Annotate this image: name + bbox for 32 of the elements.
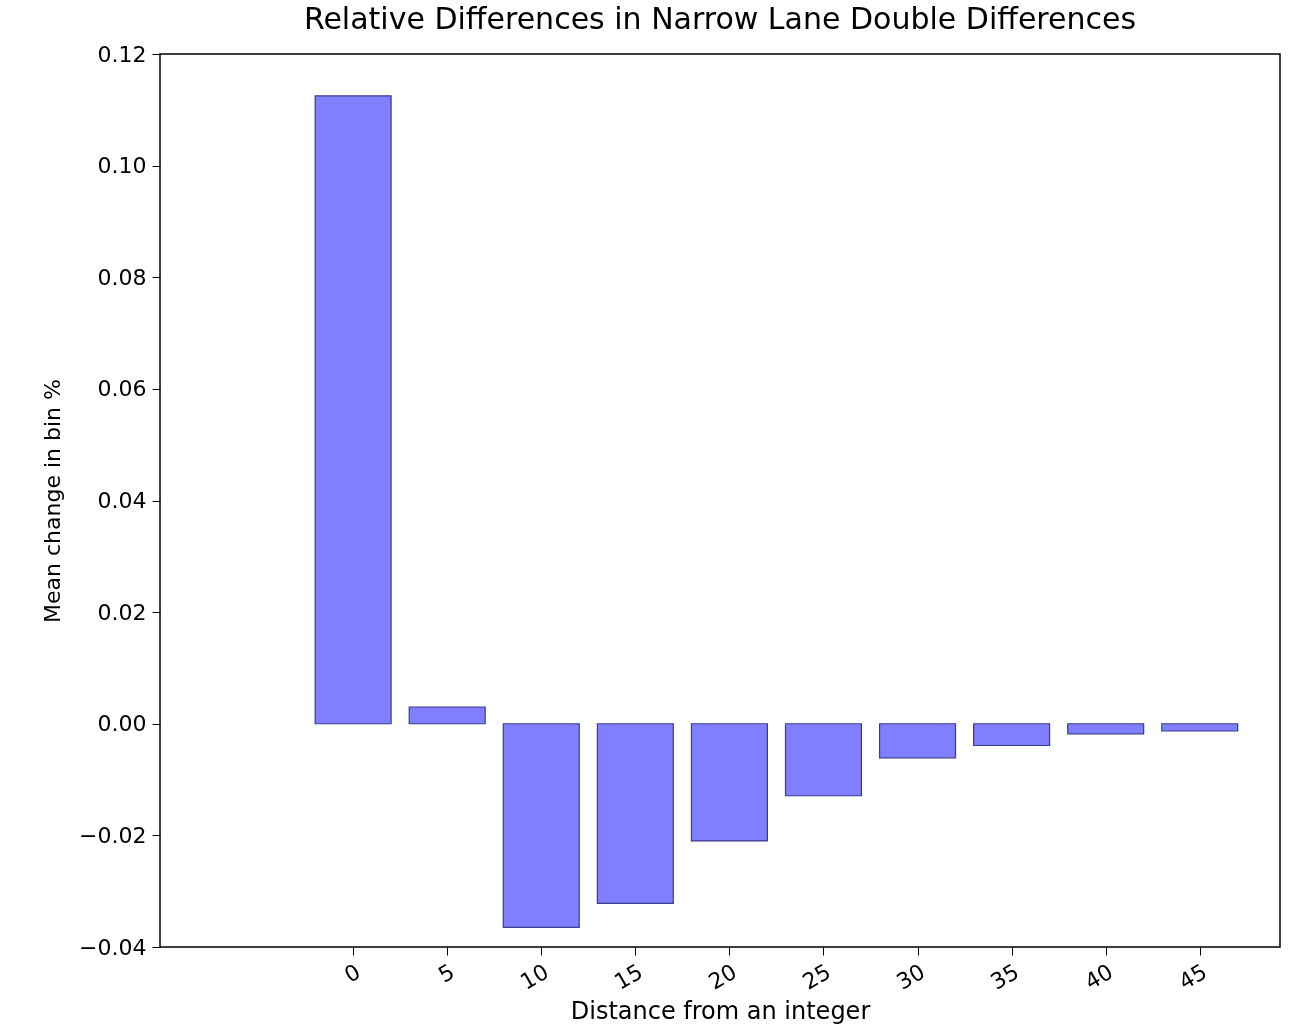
bar: [596, 723, 674, 905]
y-tick-label: 0.00: [97, 711, 147, 737]
y-tick-label: 0.08: [97, 264, 147, 290]
bar: [314, 95, 392, 725]
x-tick-label: 20: [704, 958, 741, 995]
bar: [1067, 723, 1145, 735]
x-tick-label: 25: [798, 958, 835, 995]
bar: [878, 723, 957, 759]
x-tick-label: 30: [892, 958, 930, 995]
bar: [1161, 723, 1239, 732]
bar: [973, 723, 1051, 747]
x-tick-label: 35: [986, 958, 1024, 995]
bar: [690, 723, 768, 842]
bar: [784, 723, 863, 797]
y-tick-label: 0.12: [97, 41, 147, 67]
x-tick-label: 0: [340, 958, 365, 988]
x-tick-label: 5: [434, 958, 459, 988]
x-tick-label: 40: [1080, 958, 1118, 995]
x-axis-title: Distance from an integer: [570, 996, 871, 1025]
x-tick-label: 45: [1174, 958, 1212, 995]
chart-title: Relative Differences in Narrow Lane Double Differences: [303, 1, 1137, 36]
bar: [408, 706, 486, 725]
x-tick-label: 15: [610, 958, 647, 995]
y-tick-label: −0.02: [79, 822, 147, 848]
y-tick-label: 0.04: [97, 488, 147, 513]
bar: [502, 723, 580, 929]
y-tick-label: 0.10: [97, 153, 147, 179]
y-tick-label: −0.04: [79, 934, 147, 960]
y-axis-title: Mean change in bin %: [40, 379, 66, 623]
x-tick-label: 10: [516, 958, 553, 995]
y-tick-label: 0.02: [97, 599, 147, 625]
y-tick-label: 0.06: [97, 376, 147, 402]
